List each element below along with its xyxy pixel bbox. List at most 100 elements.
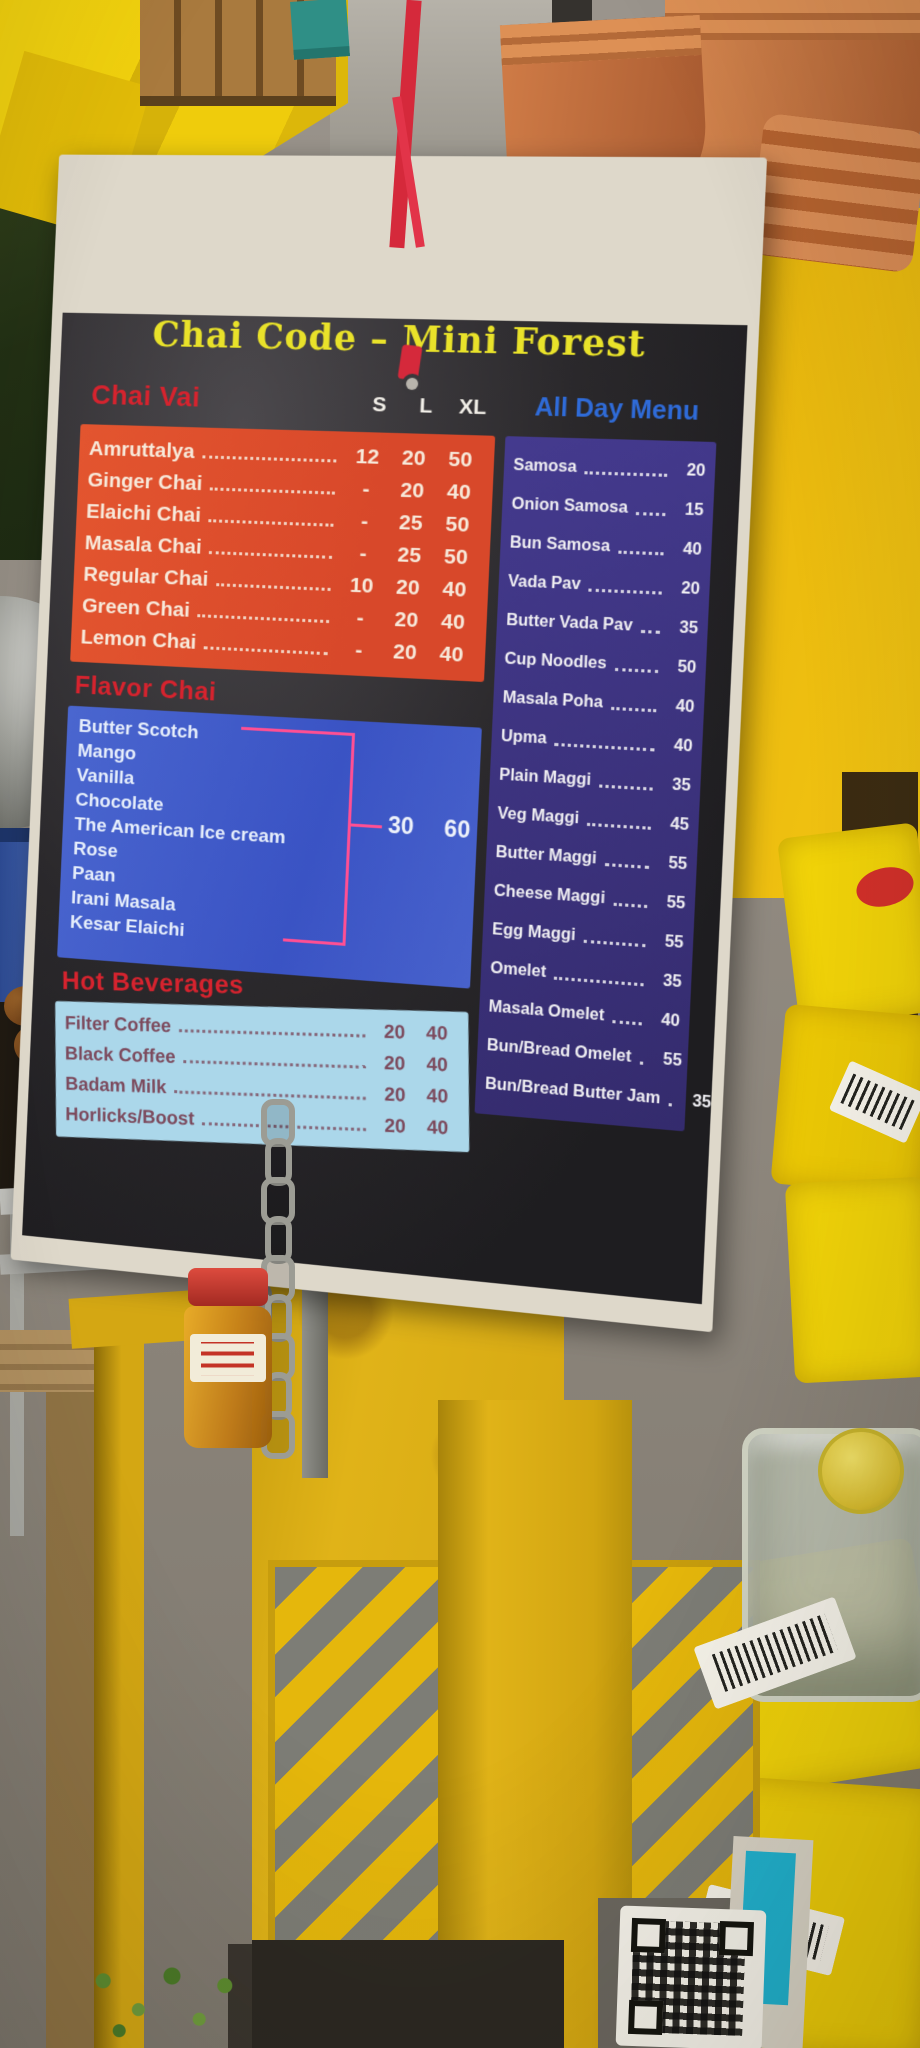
price-xl: 40 bbox=[446, 480, 472, 505]
item-price: 20 bbox=[686, 461, 706, 481]
item-name: Veg Maggi bbox=[497, 805, 580, 828]
item-name: Filter Coffee bbox=[64, 1012, 172, 1037]
item-name: Lemon Chai bbox=[80, 625, 197, 654]
price-xl: 40 bbox=[442, 577, 467, 602]
item-name: Cheese Maggi bbox=[493, 882, 606, 908]
dotted-leader bbox=[587, 822, 651, 830]
price-s: - bbox=[359, 541, 368, 566]
board-surface: Chai Code – Mini Forest Chai Vai S L XL … bbox=[22, 312, 748, 1305]
jar-label bbox=[190, 1334, 266, 1382]
dotted-leader bbox=[197, 613, 330, 623]
item-name: Amruttalya bbox=[88, 437, 196, 464]
jar-lid bbox=[188, 1268, 268, 1306]
dotted-leader bbox=[639, 1060, 644, 1065]
price-s: - bbox=[356, 606, 365, 630]
dotted-leader bbox=[618, 550, 664, 555]
price-1: 20 bbox=[383, 1021, 406, 1044]
snack-packet bbox=[784, 1176, 920, 1384]
item-name: Green Chai bbox=[81, 594, 191, 622]
size-col-xl: XL bbox=[458, 395, 487, 420]
item-name: Butter Vada Pav bbox=[505, 611, 634, 635]
board-frame: Chai Code – Mini Forest Chai Vai S L XL … bbox=[10, 154, 768, 1333]
item-name: Onion Samosa bbox=[511, 495, 629, 517]
item-name: Butter Maggi bbox=[495, 843, 598, 868]
price-l: 20 bbox=[392, 640, 418, 665]
dotted-leader bbox=[209, 486, 335, 495]
item-name: Masala Chai bbox=[84, 531, 203, 559]
price-1: 20 bbox=[384, 1115, 406, 1138]
item-price: 40 bbox=[660, 1011, 681, 1031]
item-price: 55 bbox=[662, 1050, 683, 1071]
item-price: 35 bbox=[691, 1092, 712, 1112]
dotted-leader bbox=[203, 645, 328, 655]
item-name: Horlicks/Boost bbox=[65, 1103, 195, 1130]
dotted-leader bbox=[611, 706, 657, 712]
dotted-leader bbox=[613, 902, 648, 908]
dotted-leader bbox=[583, 939, 646, 947]
item-price: 15 bbox=[684, 501, 705, 520]
qr-finder bbox=[628, 1999, 664, 2036]
dotted-leader bbox=[614, 667, 659, 673]
dotted-leader bbox=[554, 742, 655, 751]
item-price: 40 bbox=[673, 737, 694, 756]
snack-packet bbox=[776, 822, 920, 1028]
dotted-leader bbox=[202, 454, 337, 462]
price-2: 40 bbox=[426, 1085, 449, 1108]
dotted-leader bbox=[640, 629, 660, 634]
price-2: 40 bbox=[426, 1116, 449, 1139]
ribbon-knot bbox=[397, 344, 423, 381]
item-price: 50 bbox=[677, 658, 697, 677]
pot-rim bbox=[665, 0, 920, 40]
dotted-leader bbox=[668, 1102, 673, 1107]
item-name: Bun/Bread Omelet bbox=[486, 1036, 632, 1066]
item-name: Masala Poha bbox=[502, 689, 604, 712]
dotted-leader bbox=[215, 582, 331, 591]
item-price: 40 bbox=[675, 697, 695, 717]
item-name: Upma bbox=[500, 727, 548, 748]
price-xl: 50 bbox=[445, 512, 470, 537]
price-l: 20 bbox=[395, 575, 421, 600]
price-s: - bbox=[362, 477, 371, 501]
price-s: 12 bbox=[355, 444, 380, 469]
price-2: 40 bbox=[426, 1022, 448, 1045]
terracotta-pot bbox=[747, 112, 920, 274]
dotted-leader bbox=[588, 588, 662, 595]
price-1: 20 bbox=[384, 1083, 406, 1106]
price-l: 25 bbox=[397, 543, 422, 568]
item-name: Omelet bbox=[489, 959, 547, 982]
flavor-prices: 30 60 bbox=[387, 812, 470, 844]
chai-vai-section: Amruttalya 12 20 50 Ginger Chai bbox=[70, 424, 496, 683]
item-price: 45 bbox=[669, 815, 690, 835]
all-day-menu-row: Onion Samosa 15 bbox=[511, 485, 705, 531]
item-name: Samosa bbox=[512, 456, 578, 477]
price-l: 20 bbox=[399, 478, 425, 503]
dotted-leader bbox=[554, 976, 644, 986]
dotted-leader bbox=[208, 518, 334, 527]
price-xl: 40 bbox=[440, 609, 466, 635]
price-s: - bbox=[354, 638, 363, 662]
item-name: Regular Chai bbox=[82, 562, 209, 591]
spice-jar bbox=[184, 1268, 272, 1450]
flavor-price-l: 30 bbox=[387, 811, 415, 840]
price-2: 40 bbox=[426, 1053, 448, 1076]
qr-finder bbox=[718, 1920, 754, 1957]
item-name: Badam Milk bbox=[65, 1073, 167, 1098]
chopped-leaves bbox=[84, 1952, 244, 2048]
item-price: 35 bbox=[678, 619, 699, 638]
item-name: Cup Noodles bbox=[504, 650, 608, 673]
cart-post bbox=[94, 1338, 144, 2048]
menu-board: Chai Code – Mini Forest Chai Vai S L XL … bbox=[10, 154, 768, 1333]
item-name: Elaichi Chai bbox=[85, 500, 202, 527]
price-l: 25 bbox=[398, 510, 424, 536]
dotted-leader bbox=[584, 470, 668, 477]
item-name: Ginger Chai bbox=[87, 468, 203, 496]
dotted-leader bbox=[183, 1060, 366, 1069]
dotted-leader bbox=[209, 550, 333, 559]
item-price: 55 bbox=[666, 893, 686, 913]
price-l: 20 bbox=[394, 607, 419, 633]
flavor-chai-section: Butter Scotch Mango Vanilla Chocolate Th… bbox=[57, 705, 482, 989]
price-xl: 50 bbox=[447, 447, 473, 472]
price-xl: 40 bbox=[439, 642, 464, 667]
item-name: Black Coffee bbox=[64, 1043, 176, 1068]
